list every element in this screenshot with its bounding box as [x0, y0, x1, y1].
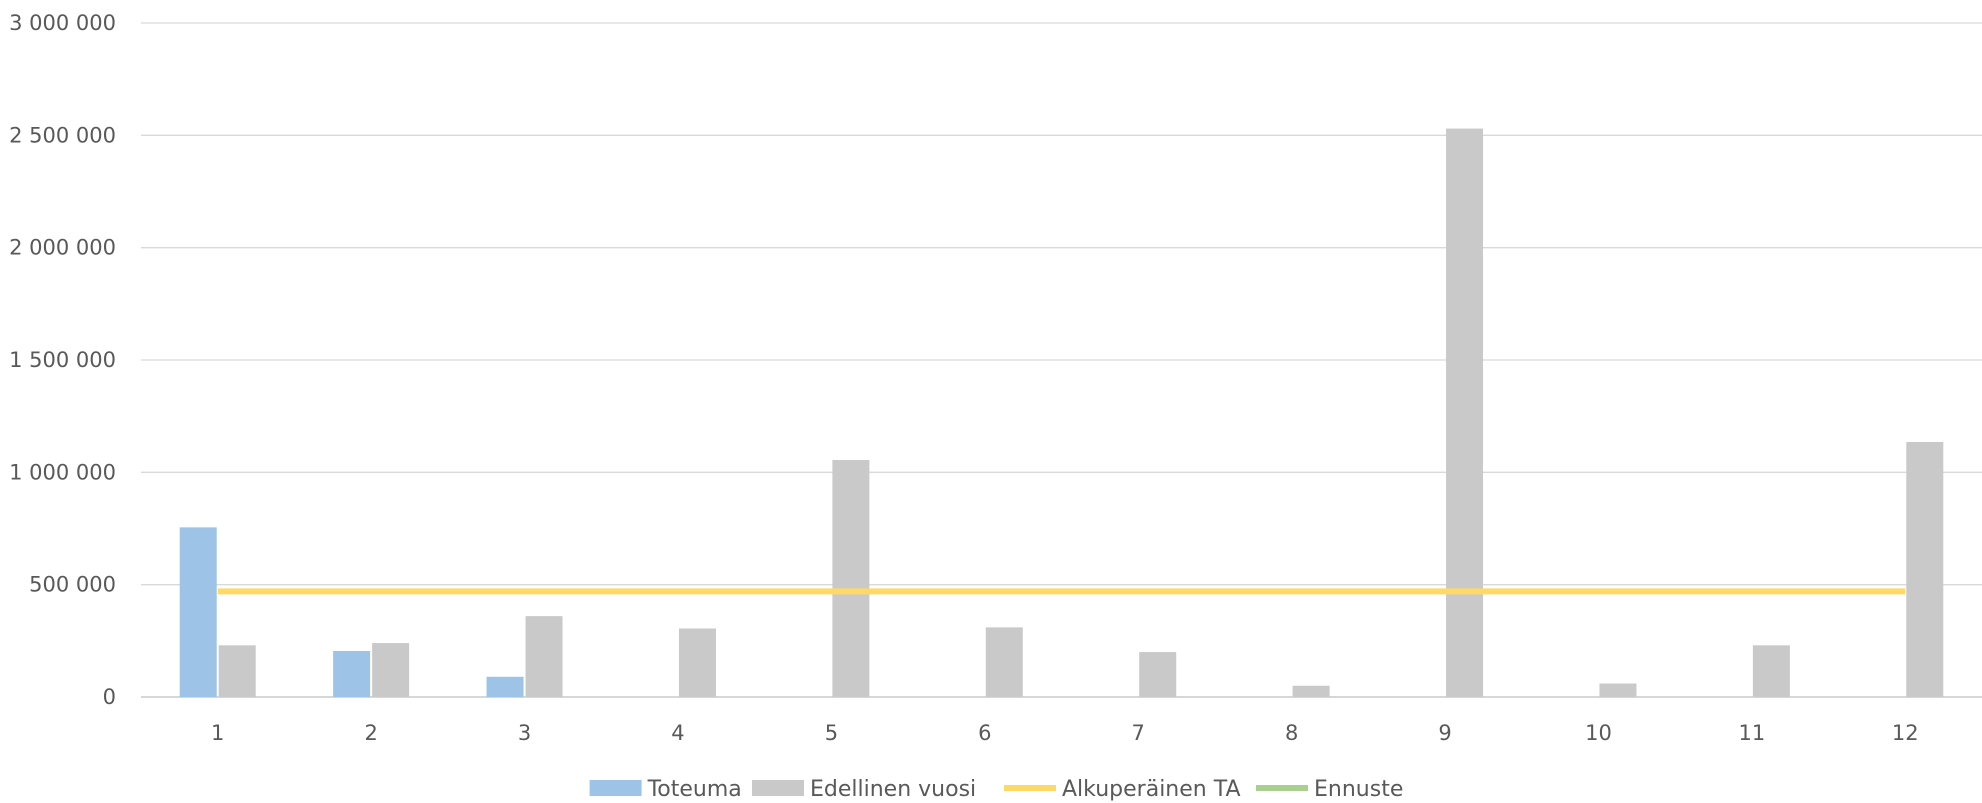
legend-label: Toteuma [647, 777, 742, 802]
y-tick-label: 2 000 000 [9, 236, 116, 260]
y-tick-label: 1 500 000 [9, 348, 116, 372]
bar [832, 459, 870, 697]
bar [218, 645, 256, 697]
y-tick-label: 2 500 000 [9, 123, 116, 147]
y-tick-label: 500 000 [29, 573, 116, 597]
bar [678, 628, 716, 697]
x-tick-label: 3 [518, 721, 531, 745]
x-tick-label: 9 [1438, 721, 1451, 745]
y-tick-label: 1 000 000 [9, 460, 116, 484]
bar [1906, 442, 1944, 697]
y-tick-label: 0 [103, 685, 116, 709]
x-tick-label: 11 [1739, 721, 1766, 745]
axes: 0 500 000 1 000 000 1 500 000 2 000 000 2 500… [9, 11, 1919, 745]
bar [1139, 652, 1177, 697]
x-tick-label: 4 [671, 721, 684, 745]
x-tick-label: 5 [825, 721, 838, 745]
bar [179, 527, 217, 697]
legend-swatch [589, 780, 642, 796]
legend-label: Edellinen vuosi [810, 777, 976, 802]
bar [1446, 128, 1484, 698]
bar [1599, 683, 1637, 697]
x-tick-label: 1 [211, 721, 224, 745]
gridlines [141, 22, 1982, 698]
x-tick-label: 8 [1285, 721, 1298, 745]
bar [1752, 645, 1790, 697]
bar [486, 676, 524, 697]
legend: Toteuma Edellinen vuosi Alkuperäinen TA Enn… [589, 777, 1403, 802]
x-tick-label: 6 [978, 721, 991, 745]
x-tick-label: 12 [1892, 721, 1919, 745]
bar [985, 627, 1023, 697]
x-tick-label: 7 [1132, 721, 1145, 745]
bar [372, 643, 410, 697]
bar [333, 650, 371, 697]
x-tick-label: 2 [364, 721, 377, 745]
legend-label: Alkuperäinen TA [1062, 777, 1241, 802]
bar [525, 616, 563, 697]
legend-label: Ennuste [1314, 777, 1403, 802]
y-tick-label: 3 000 000 [9, 11, 116, 35]
bars [179, 128, 1944, 698]
legend-swatch [752, 780, 804, 796]
x-tick-label: 10 [1585, 721, 1612, 745]
bar [1292, 685, 1330, 697]
